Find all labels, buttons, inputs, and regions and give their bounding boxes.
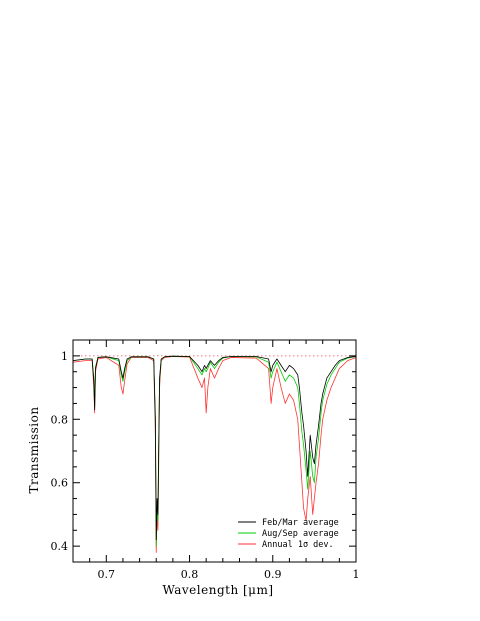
y-tick-label: 0.8 [51,413,69,426]
y-tick-label: 0.6 [51,477,69,490]
legend-label: Annual 1σ dev. [262,540,334,550]
series-line-aug-sep [72,355,357,547]
legend-label: Feb/Mar average [262,518,339,528]
x-tick-label: 0.9 [264,568,282,581]
series-layer [72,355,357,553]
y-tick-label: 0.4 [51,540,69,553]
x-tick-label: 1 [353,568,360,581]
x-tick-label: 0.7 [98,568,116,581]
y-tick-label: 1 [61,350,68,363]
series-line-annual-dev [72,356,357,553]
axes-layer: 0.7 0.8 0.9 1 0.4 0.6 0.8 1 [51,339,360,581]
x-axis-title: Wavelength [μm] [162,583,273,597]
x-tick-label: 0.8 [181,568,199,581]
y-axis-title: Transmission [27,406,41,493]
legend-label: Aug/Sep average [262,529,339,539]
series-line-feb-mar [72,355,357,541]
